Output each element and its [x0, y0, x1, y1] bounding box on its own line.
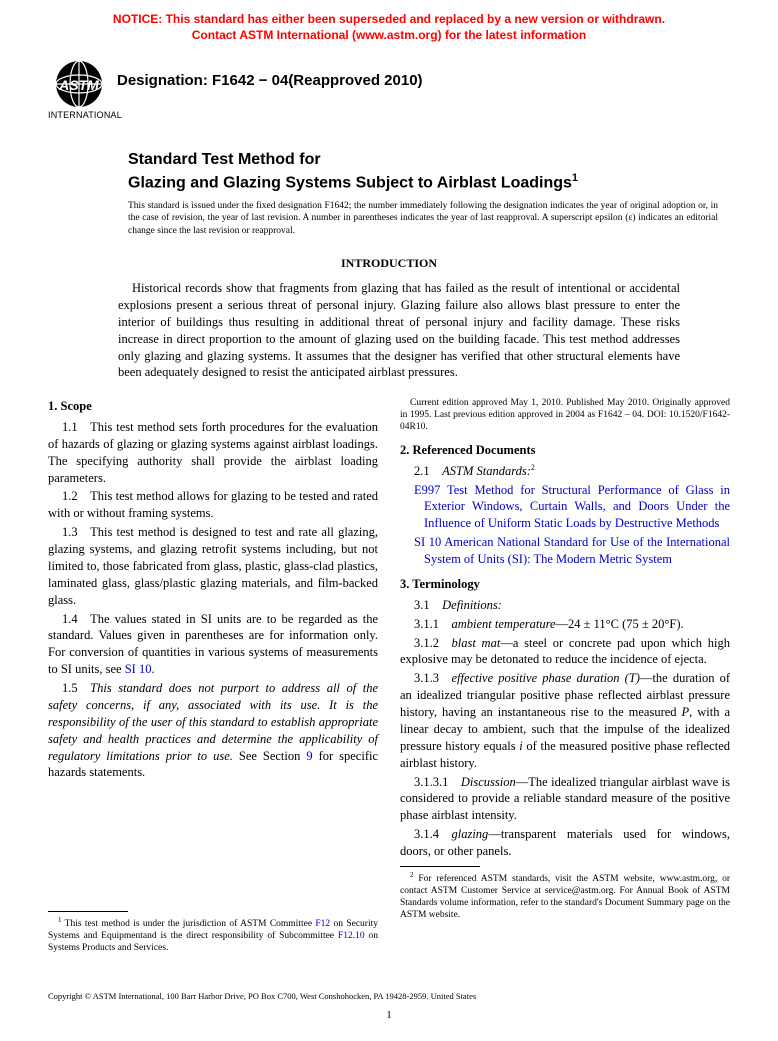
link-si10[interactable]: SI 10: [125, 662, 152, 676]
footnote-2: 2 For referenced ASTM standards, visit t…: [400, 871, 730, 922]
term-3-1-3: 3.1.3 effective positive phase duration …: [400, 670, 730, 771]
title-line1: Standard Test Method for: [128, 151, 321, 168]
copyright-text: Copyright © ASTM International, 100 Barr…: [48, 991, 476, 1001]
designation: Designation: F1642 − 04(Reapproved 2010): [117, 72, 423, 89]
term-3-1-2: 3.1.2 blast mat—a steel or concrete pad …: [400, 635, 730, 669]
scope-p5: 1.5 This standard does not purport to ad…: [48, 680, 378, 781]
term-3-1-3-1: 3.1.3.1 Discussion—The idealized triangu…: [400, 774, 730, 825]
header: ASTM INTERNATIONAL Designation: F1642 − …: [48, 60, 730, 120]
ref-si10[interactable]: SI 10 American National Standard for Use…: [400, 534, 730, 568]
term-3-1-1: 3.1.1 ambient temperature—24 ± 11°C (75 …: [400, 616, 730, 633]
scope-p1: 1.1 This test method sets forth procedur…: [48, 419, 378, 487]
intro-heading: INTRODUCTION: [0, 256, 778, 271]
notice-banner: NOTICE: This standard has either been su…: [0, 12, 778, 43]
notice-line2: Contact ASTM International (www.astm.org…: [192, 28, 586, 42]
term-3-1-4: 3.1.4 glazing—transparent materials used…: [400, 826, 730, 860]
scope-p3: 1.3 This test method is designed to test…: [48, 524, 378, 608]
astm-logo: ASTM INTERNATIONAL: [48, 60, 110, 120]
body-columns: 1. Scope 1.1 This test method sets forth…: [48, 398, 730, 967]
notice-line1: NOTICE: This standard has either been su…: [113, 12, 665, 26]
footnote-rule: [48, 911, 128, 912]
refs-sub: 2.1 ASTM Standards:2: [400, 463, 730, 480]
page-number: 1: [0, 1009, 778, 1021]
refs-heading: 2. Referenced Documents: [400, 442, 730, 459]
link-f1210[interactable]: F12.10: [338, 931, 365, 941]
logo-icon: ASTM: [48, 60, 110, 108]
intro-paragraph: Historical records show that fragments f…: [118, 280, 680, 381]
scope-p4: 1.4 The values stated in SI units are to…: [48, 611, 378, 679]
title-line2: Glazing and Glazing Systems Subject to A…: [128, 174, 572, 191]
term-defs: 3.1 Definitions:: [400, 597, 730, 614]
main-title: Standard Test Method for Glazing and Gla…: [128, 150, 718, 194]
scope-heading: 1. Scope: [48, 398, 378, 415]
footnote-1b: Current edition approved May 1, 2010. Pu…: [400, 398, 730, 434]
issuance-note: This standard is issued under the fixed …: [128, 200, 718, 237]
title-footnote-ref: 1: [572, 172, 578, 184]
logo-text: INTERNATIONAL: [48, 110, 110, 120]
footnote-1: 1 This test method is under the jurisdic…: [48, 916, 378, 955]
footnote-rule-2: [400, 866, 480, 867]
term-heading: 3. Terminology: [400, 576, 730, 593]
svg-text:ASTM: ASTM: [58, 77, 99, 93]
scope-p2: 1.2 This test method allows for glazing …: [48, 488, 378, 522]
ref-e997[interactable]: E997 Test Method for Structural Performa…: [400, 482, 730, 533]
link-f12[interactable]: F12: [315, 919, 330, 929]
